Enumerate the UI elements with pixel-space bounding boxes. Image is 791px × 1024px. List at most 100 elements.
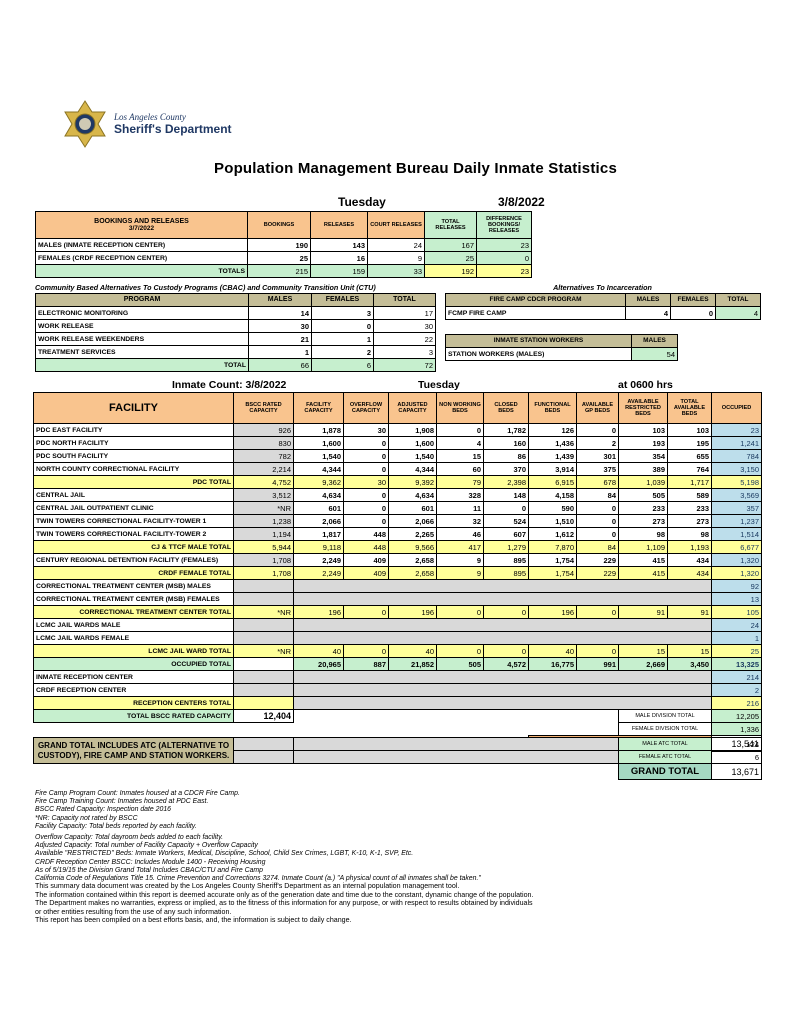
row-value: 229: [576, 566, 619, 580]
row-value: 1: [311, 332, 374, 346]
row-value: 655: [667, 449, 712, 463]
row-value: 126: [528, 423, 577, 437]
column-header: Difference Bookings/ Releases: [476, 211, 532, 239]
table-row: TREATMENT SERVICES 1 2 3: [35, 345, 436, 359]
row-value: 103: [667, 423, 712, 437]
row-value: 6: [311, 358, 374, 372]
row-value: 764: [667, 462, 712, 476]
facility-label: CORRECTIONAL TREATMENT CENTER TOTAL: [33, 605, 234, 619]
column-header: ADJUSTED CAPACITY: [388, 392, 437, 424]
column-header: FACILITY: [33, 392, 234, 424]
column-header: NON WORKING BEDS: [436, 392, 484, 424]
column-header: FEMALES: [311, 293, 374, 307]
row-value: 301: [576, 449, 619, 463]
row-value: 273: [667, 514, 712, 528]
header-row: FIRE CAMP CDCR PROGRAM MALES FEMALES TOTAL: [445, 293, 761, 307]
occupied-value: 1,514: [711, 527, 762, 541]
row-label: MALE ATC TOTAL: [618, 737, 712, 751]
disclaimer-line: or other entities resulting from the use…: [35, 907, 232, 916]
table-row: CENTRAL JAIL OUTPATIENT CLINIC *NR 601 0 601…: [33, 501, 762, 515]
row-value: 2,658: [388, 566, 437, 580]
facility-label: NORTH COUNTY CORRECTIONAL FACILITY: [33, 462, 234, 476]
row-value: 215: [247, 264, 311, 278]
station-workers-section: INMATE STATION WORKERS MALES STATION WORKE…: [445, 334, 678, 361]
row-value: 15: [667, 644, 712, 658]
table-row: MALES (INMATE RECEPTION CENTER) 190 143 24 1…: [35, 238, 532, 252]
row-value: 4: [715, 306, 761, 320]
occupied-value: 2: [711, 683, 762, 697]
row-value: 21: [248, 332, 312, 346]
column-header: MALES: [248, 293, 312, 307]
row-value: 2,249: [293, 566, 344, 580]
row-value: 2,066: [293, 514, 344, 528]
merged-cell: [293, 696, 712, 710]
bscc-value: *NR: [233, 501, 294, 515]
row-value: 11: [436, 501, 484, 515]
table-row: PDC SOUTH FACILITY 782 1,540 0 1,540 15 86 1,43…: [33, 449, 762, 463]
row-value: 25: [247, 251, 311, 265]
grand-total-row: GRAND TOTAL 13,671: [33, 763, 762, 780]
column-header: AVAILABLE RESTRICTED BEDS: [618, 392, 668, 424]
row-value: 40: [528, 644, 577, 658]
row-value: 46: [436, 527, 484, 541]
table-row: CENTURY REGIONAL DETENTION FACILITY (FEM…: [33, 553, 762, 567]
row-value: 1,600: [388, 436, 437, 450]
row-value: 72: [373, 358, 436, 372]
row-value: 895: [483, 566, 529, 580]
footnote-line: Fire Camp Program Count: Inmates housed …: [35, 790, 240, 797]
filler: [233, 737, 294, 751]
column-header: TOTAL: [715, 293, 761, 307]
station-workers-table: INMATE STATION WORKERS MALES STATION WORKE…: [445, 334, 678, 361]
row-value: 6: [711, 750, 762, 764]
row-value: 98: [618, 527, 668, 541]
row-label: WORK RELEASE: [35, 319, 249, 333]
row-value: 448: [343, 540, 389, 554]
row-value: 0: [483, 501, 529, 515]
occupied-value: 24: [711, 618, 762, 632]
row-label: WORK RELEASE WEEKENDERS: [35, 332, 249, 346]
header-row: FACILITY BSCC RATED CAPACITY FACILITY CAPA…: [33, 392, 762, 424]
row-value: 196: [388, 605, 437, 619]
row-label: MALES (INMATE RECEPTION CENTER): [35, 238, 248, 252]
row-value: 40: [388, 644, 437, 658]
fire-camp-table: FIRE CAMP CDCR PROGRAM MALES FEMALES TOTAL F…: [445, 293, 761, 320]
merged-cell: [293, 618, 712, 632]
merged-cell: [293, 592, 712, 606]
row-value: 60: [436, 462, 484, 476]
table-row: ELECTRONIC MONITORING 14 3 17: [35, 306, 436, 320]
row-value: 2,398: [483, 475, 529, 489]
row-value: 86: [483, 449, 529, 463]
row-value: 389: [618, 462, 668, 476]
row-value: 12,205: [711, 709, 762, 723]
bscc-value: 1,708: [233, 553, 294, 567]
row-value: 895: [483, 553, 529, 567]
row-label: FEMALE ATC TOTAL: [618, 750, 712, 764]
agency-department-label: Sheriff's Department: [114, 122, 232, 136]
occupied-value: 105: [711, 605, 762, 619]
fire-camp-section: FIRE CAMP CDCR PROGRAM MALES FEMALES TOTAL F…: [445, 293, 761, 320]
cbac-section: PROGRAM MALES FEMALES TOTAL ELECTRONIC MONIT…: [35, 293, 436, 372]
row-value: 30: [343, 423, 389, 437]
row-value: 25: [424, 251, 477, 265]
row-value: 4,634: [388, 488, 437, 502]
disclaimer-line: The Department makes no warranties, expr…: [35, 899, 533, 908]
occupied-value: 23: [711, 423, 762, 437]
disclaimer-line: This report has been compiled on a best …: [35, 916, 352, 925]
row-value: 1,336: [711, 722, 762, 736]
table-row: WORK RELEASE WEEKENDERS 21 1 22: [35, 332, 436, 346]
row-value: 590: [528, 501, 577, 515]
ati-section-title: Alternatives To Incarceration: [553, 283, 652, 292]
row-value: 0: [343, 449, 389, 463]
row-value: 328: [436, 488, 484, 502]
row-value: 448: [343, 527, 389, 541]
row-value: 103: [618, 423, 668, 437]
column-header: FUNCTIONAL BEDS: [528, 392, 577, 424]
facility-label: CORRECTIONAL TREATMENT CENTER (MSB) FEMA…: [33, 592, 234, 606]
table-row: LCMC JAIL WARD TOTAL *NR 40 0 40 0 0 40 0 15 15 25: [33, 644, 762, 658]
row-label: TOTAL BSCC RATED CAPACITY: [33, 709, 234, 723]
row-value: 2,066: [388, 514, 437, 528]
row-value: 91: [667, 605, 712, 619]
row-value: 1,193: [667, 540, 712, 554]
row-label: TREATMENT SERVICES: [35, 345, 249, 359]
row-value: 2,265: [388, 527, 437, 541]
